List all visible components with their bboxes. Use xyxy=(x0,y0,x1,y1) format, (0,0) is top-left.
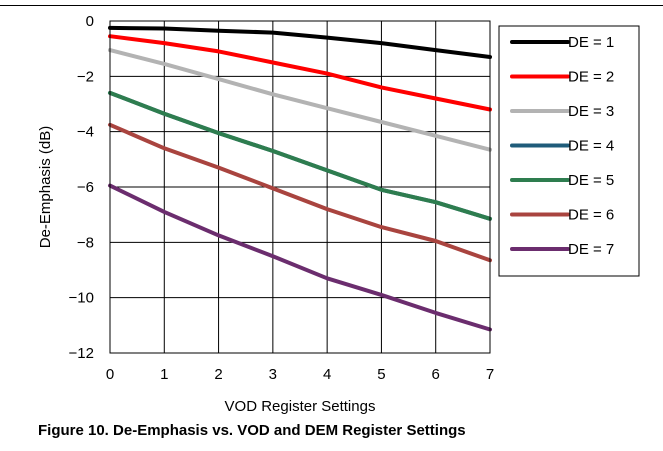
series-lines xyxy=(108,25,492,332)
legend: DE = 1 DE = 2 DE = 3 DE = 4 DE = 5 DE = 6 DE =… xyxy=(510,34,614,258)
y-tick-labels: 0 −2 −4 −6 −8 −10 −12 xyxy=(69,13,94,362)
x-axis-label: VOD Register Settings xyxy=(225,398,376,415)
x-tick-label: 0 xyxy=(106,366,114,383)
plot-area xyxy=(109,20,491,354)
y-tick-label: −10 xyxy=(69,290,94,307)
series-line-de-7 xyxy=(108,183,492,332)
legend-label: DE = 1 xyxy=(568,34,614,51)
legend-box xyxy=(498,25,640,277)
x-tick-label: 1 xyxy=(160,366,168,383)
y-tick-label: −2 xyxy=(77,68,94,85)
figure-caption: Figure 10. De-Emphasis vs. VOD and DEM R… xyxy=(38,422,466,439)
x-tick-label: 4 xyxy=(323,366,331,383)
y-tick-label: −4 xyxy=(77,124,94,141)
y-axis-label: De-Emphasis (dB) xyxy=(37,126,54,249)
series-line-de-1 xyxy=(108,25,492,59)
y-tick-label: −12 xyxy=(69,345,94,362)
legend-label: DE = 3 xyxy=(568,103,614,120)
legend-label: DE = 4 xyxy=(568,138,614,155)
series-line-de-6 xyxy=(108,122,492,263)
grid xyxy=(110,21,490,353)
legend-label: DE = 5 xyxy=(568,172,614,189)
series-line-de-3 xyxy=(108,48,492,152)
y-tick-label: −6 xyxy=(77,179,94,196)
y-tick-label: −8 xyxy=(77,234,94,251)
legend-label: DE = 6 xyxy=(568,207,614,224)
x-tick-label: 3 xyxy=(269,366,277,383)
x-tick-label: 5 xyxy=(377,366,385,383)
legend-label: DE = 2 xyxy=(568,69,614,86)
series-line-de-2 xyxy=(108,34,492,112)
x-tick-label: 6 xyxy=(432,366,440,383)
x-tick-label: 7 xyxy=(486,366,494,383)
series-line-de-5 xyxy=(108,90,492,221)
x-tick-label: 2 xyxy=(214,366,222,383)
x-tick-labels: 0 1 2 3 4 5 6 7 xyxy=(106,366,494,383)
y-tick-label: 0 xyxy=(86,13,94,30)
legend-label: DE = 7 xyxy=(568,241,614,258)
